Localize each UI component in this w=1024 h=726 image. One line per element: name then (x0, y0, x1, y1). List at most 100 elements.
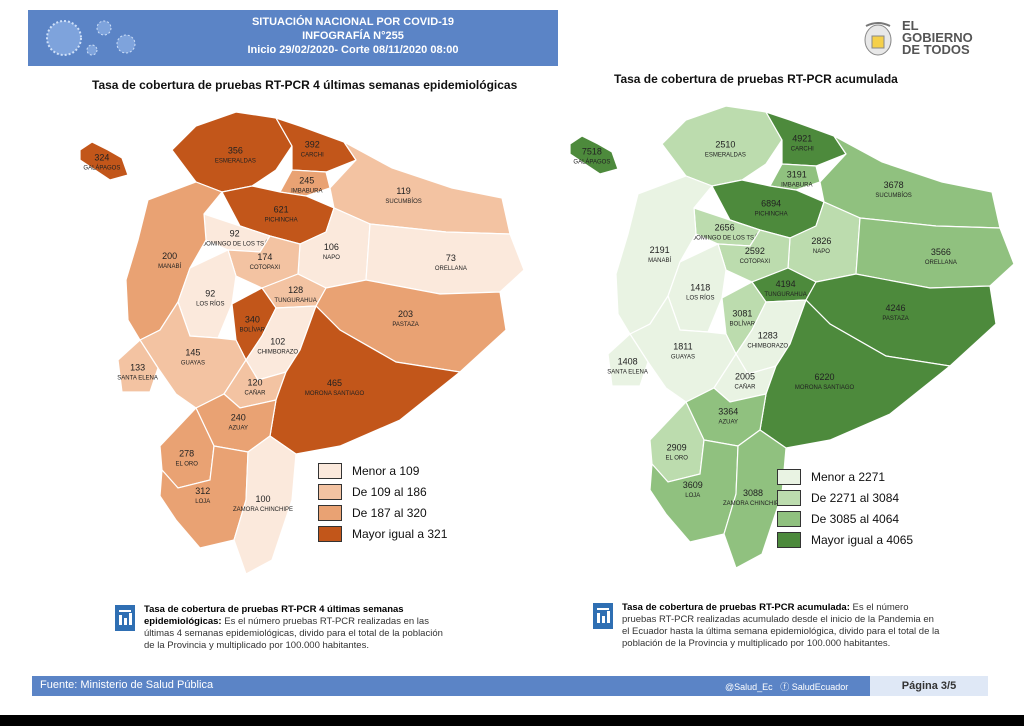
legend-swatch (777, 531, 801, 548)
province-value: 340 (245, 315, 260, 325)
source: Fuente: Ministerio de Salud Pública (40, 679, 214, 691)
legend-label: Menor a 2271 (811, 469, 886, 484)
province-value: 1283 (758, 331, 778, 341)
left-note-title: Tasa de cobertura de pruebas RT-PCR 4 úl… (144, 604, 404, 627)
province-label: LOJA (195, 499, 210, 505)
province-label: GALÁPAGOS (573, 159, 610, 166)
province-label: AZUAY (719, 420, 739, 426)
province-value: 6894 (761, 198, 781, 208)
province-value: 621 (274, 204, 289, 214)
province-value: 4921 (792, 134, 812, 144)
province-value: 145 (185, 347, 200, 357)
province-value: 356 (228, 146, 243, 156)
legend-label: De 2271 al 3084 (811, 490, 900, 505)
facebook-handle[interactable]: SaludEcuador (791, 682, 849, 692)
province-label: ORELLANA (925, 260, 957, 266)
twitter-handle[interactable]: @Salud_Ec (725, 682, 773, 692)
legend-label: Mayor igual a 321 (352, 526, 448, 541)
document-chart-icon (115, 605, 135, 631)
province-label: CARCHI (791, 147, 814, 153)
province-label: MANABÍ (648, 257, 671, 264)
province-value: 4246 (886, 303, 906, 313)
province-value: 102 (270, 337, 285, 347)
province-label: TUNGURAHUA (764, 292, 806, 298)
province-label: NAPO (323, 255, 340, 261)
source-link[interactable]: Ministerio de Salud Pública (80, 679, 214, 691)
province-value: 3678 (884, 180, 904, 190)
province-label: MANABÍ (158, 263, 181, 270)
province-value: 92 (205, 288, 215, 298)
province-label: BOLÍVAR (730, 321, 756, 328)
virus-icon (46, 20, 136, 56)
province-santa-elena (117, 339, 159, 393)
province-label: CAÑAR (244, 390, 266, 397)
province-value: 174 (257, 252, 272, 262)
province-label: ESMERALDAS (705, 153, 746, 159)
province-label: ZAMORA CHINCHIPE (233, 507, 293, 513)
province-morona-santiago (759, 298, 952, 449)
province-label: NAPO (813, 249, 830, 255)
province-value: 3081 (732, 309, 752, 319)
province-gal-pagos (569, 135, 619, 175)
province-label: GUAYAS (671, 354, 695, 360)
province-label: PASTAZA (882, 316, 908, 322)
province-label: IMBABURA (291, 189, 322, 195)
province-label: AZUAY (229, 426, 249, 432)
province-label: SANTA ELENA (117, 375, 158, 381)
legend-label: Mayor igual a 4065 (811, 532, 914, 547)
right-legend: Menor a 2271 De 2271 al 3084 De 3085 al … (777, 466, 913, 550)
province-santa-elena (607, 333, 649, 387)
province-value: 1418 (690, 282, 710, 292)
province-value: 245 (299, 176, 314, 186)
header-banner: SITUACIÓN NACIONAL POR COVID-19 INFOGRAF… (28, 10, 558, 66)
province-label: CARCHI (301, 153, 324, 159)
left-definition-note: Tasa de cobertura de pruebas RT-PCR 4 úl… (115, 604, 444, 652)
province-label: SANTO DOMINGO DE LOS TSÁCHILAS (180, 240, 290, 247)
coat-of-arms-icon (864, 22, 892, 56)
province-value: 2909 (667, 442, 687, 452)
province-label: CHIMBORAZO (257, 350, 298, 356)
province-zamora-chinchipe (233, 435, 297, 575)
legend-label: De 3085 al 4064 (811, 511, 900, 526)
left-map: 324 GALÁPAGOS 356 ESMERALDAS 392 CARCHI 245 IMB… (79, 111, 525, 575)
province-label: GUAYAS (181, 360, 205, 366)
legend-label: De 187 al 320 (352, 505, 427, 520)
legend-swatch (777, 468, 801, 485)
province-label: LOS RÍOS (686, 294, 714, 301)
province-label: ZAMORA CHINCHIPE (723, 501, 783, 507)
document-chart-icon (593, 603, 613, 629)
province-value: 6220 (815, 372, 835, 382)
province-value: 200 (162, 251, 177, 261)
province-label: COTOPAXI (740, 259, 771, 265)
social-links: @Salud_Ec ⓕ SaludEcuador (725, 680, 848, 693)
province-carchi (274, 116, 357, 173)
left-map-title: Tasa de cobertura de pruebas RT-PCR 4 úl… (92, 78, 518, 92)
province-label: EL ORO (665, 455, 688, 461)
legend-swatch (318, 462, 342, 479)
report-title: SITUACIÓN NACIONAL POR COVID-19 (251, 16, 455, 28)
legend-label: De 109 al 186 (352, 484, 427, 499)
province-value: 133 (130, 362, 145, 372)
province-label: PASTAZA (392, 322, 418, 328)
province-value: 324 (94, 153, 109, 163)
province-value: 2510 (715, 140, 735, 150)
right-note-body: Es el número pruebas RT-PCR realizadas a… (622, 602, 940, 649)
province-gal-pagos (79, 141, 129, 181)
province-value: 73 (446, 253, 456, 263)
province-label: LOJA (685, 493, 700, 499)
province-label: ORELLANA (435, 266, 467, 272)
date-range: Inicio 29/02/2020- Corte 08/11/2020 08:0… (247, 44, 459, 56)
province-label: SUCUMBÍOS (875, 192, 911, 199)
province-value: 2005 (735, 372, 755, 382)
right-definition-note: Tasa de cobertura de pruebas RT-PCR acum… (593, 602, 940, 650)
province-label: MORONA SANTIAGO (305, 391, 365, 397)
province-morona-santiago (269, 304, 462, 455)
province-value: 7518 (582, 147, 602, 157)
logo-text: EL GOBIERNO DE TODOS (902, 18, 973, 57)
province-label: SUCUMBÍOS (385, 198, 421, 205)
province-value: 1811 (673, 341, 692, 351)
province-value: 203 (398, 309, 413, 319)
province-label: COTOPAXI (250, 265, 281, 271)
province-value: 1408 (618, 356, 638, 366)
province-zamora-chinchipe (723, 429, 787, 569)
